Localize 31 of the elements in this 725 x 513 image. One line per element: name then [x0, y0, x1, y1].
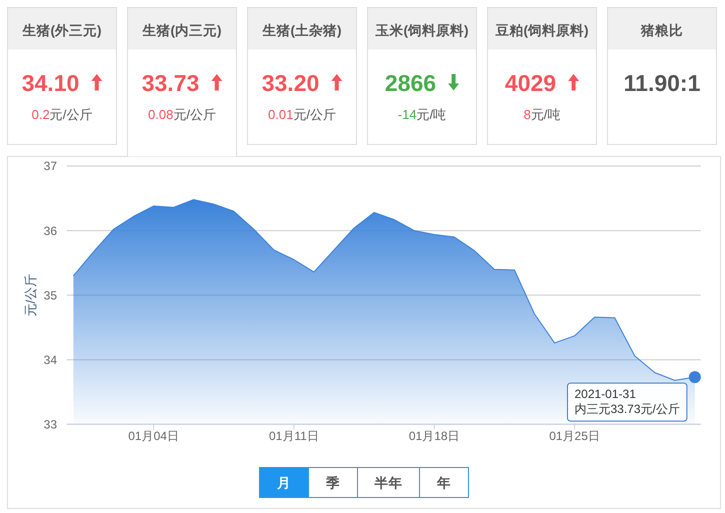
category-label: 生猪(内三元) — [142, 23, 222, 38]
category-label: 生猪(外三元) — [22, 23, 102, 38]
text: 33.20 — [262, 70, 320, 96]
y-tick-label: 34 — [44, 352, 58, 367]
category-label: 生猪(土杂猪) — [262, 23, 342, 38]
text: 0.08元/公斤 — [148, 107, 216, 122]
x-tick-label: 01月25日 — [549, 429, 600, 443]
y-tick-label: 33 — [44, 418, 58, 432]
y-tick-label: 37 — [44, 159, 58, 174]
text: 2866 — [384, 70, 436, 96]
text: -14元/吨 — [398, 107, 446, 122]
x-tick-label: 01月04日 — [128, 429, 179, 443]
period-tab[interactable]: 季 — [308, 467, 358, 498]
text: 11.90:1 — [624, 70, 700, 96]
text: 0.2元/公斤 — [32, 107, 92, 122]
period-tab[interactable]: 年 — [419, 467, 469, 498]
text: 4029 — [504, 70, 556, 96]
text: 0.01元/公斤 — [268, 107, 336, 122]
text: 8元/吨 — [524, 107, 560, 122]
category-label: 玉米(饲料原料) — [374, 23, 468, 38]
category-label: 猪粮比 — [640, 23, 683, 38]
text: 34.10 — [22, 70, 80, 96]
y-axis-title: 元/公斤 — [23, 274, 38, 316]
category-label: 豆粕(饲料原料) — [494, 23, 588, 38]
x-tick-label: 01月11日 — [269, 429, 319, 443]
text: 33.73 — [142, 70, 200, 96]
y-tick-label: 36 — [44, 224, 58, 238]
annotation: 2021-01-31 内三元33.73元/公斤 — [574, 387, 680, 416]
x-tick-label: 01月18日 — [408, 429, 460, 443]
y-tick-label: 35 — [44, 288, 58, 302]
period-tab[interactable]: 半年 — [357, 467, 420, 498]
